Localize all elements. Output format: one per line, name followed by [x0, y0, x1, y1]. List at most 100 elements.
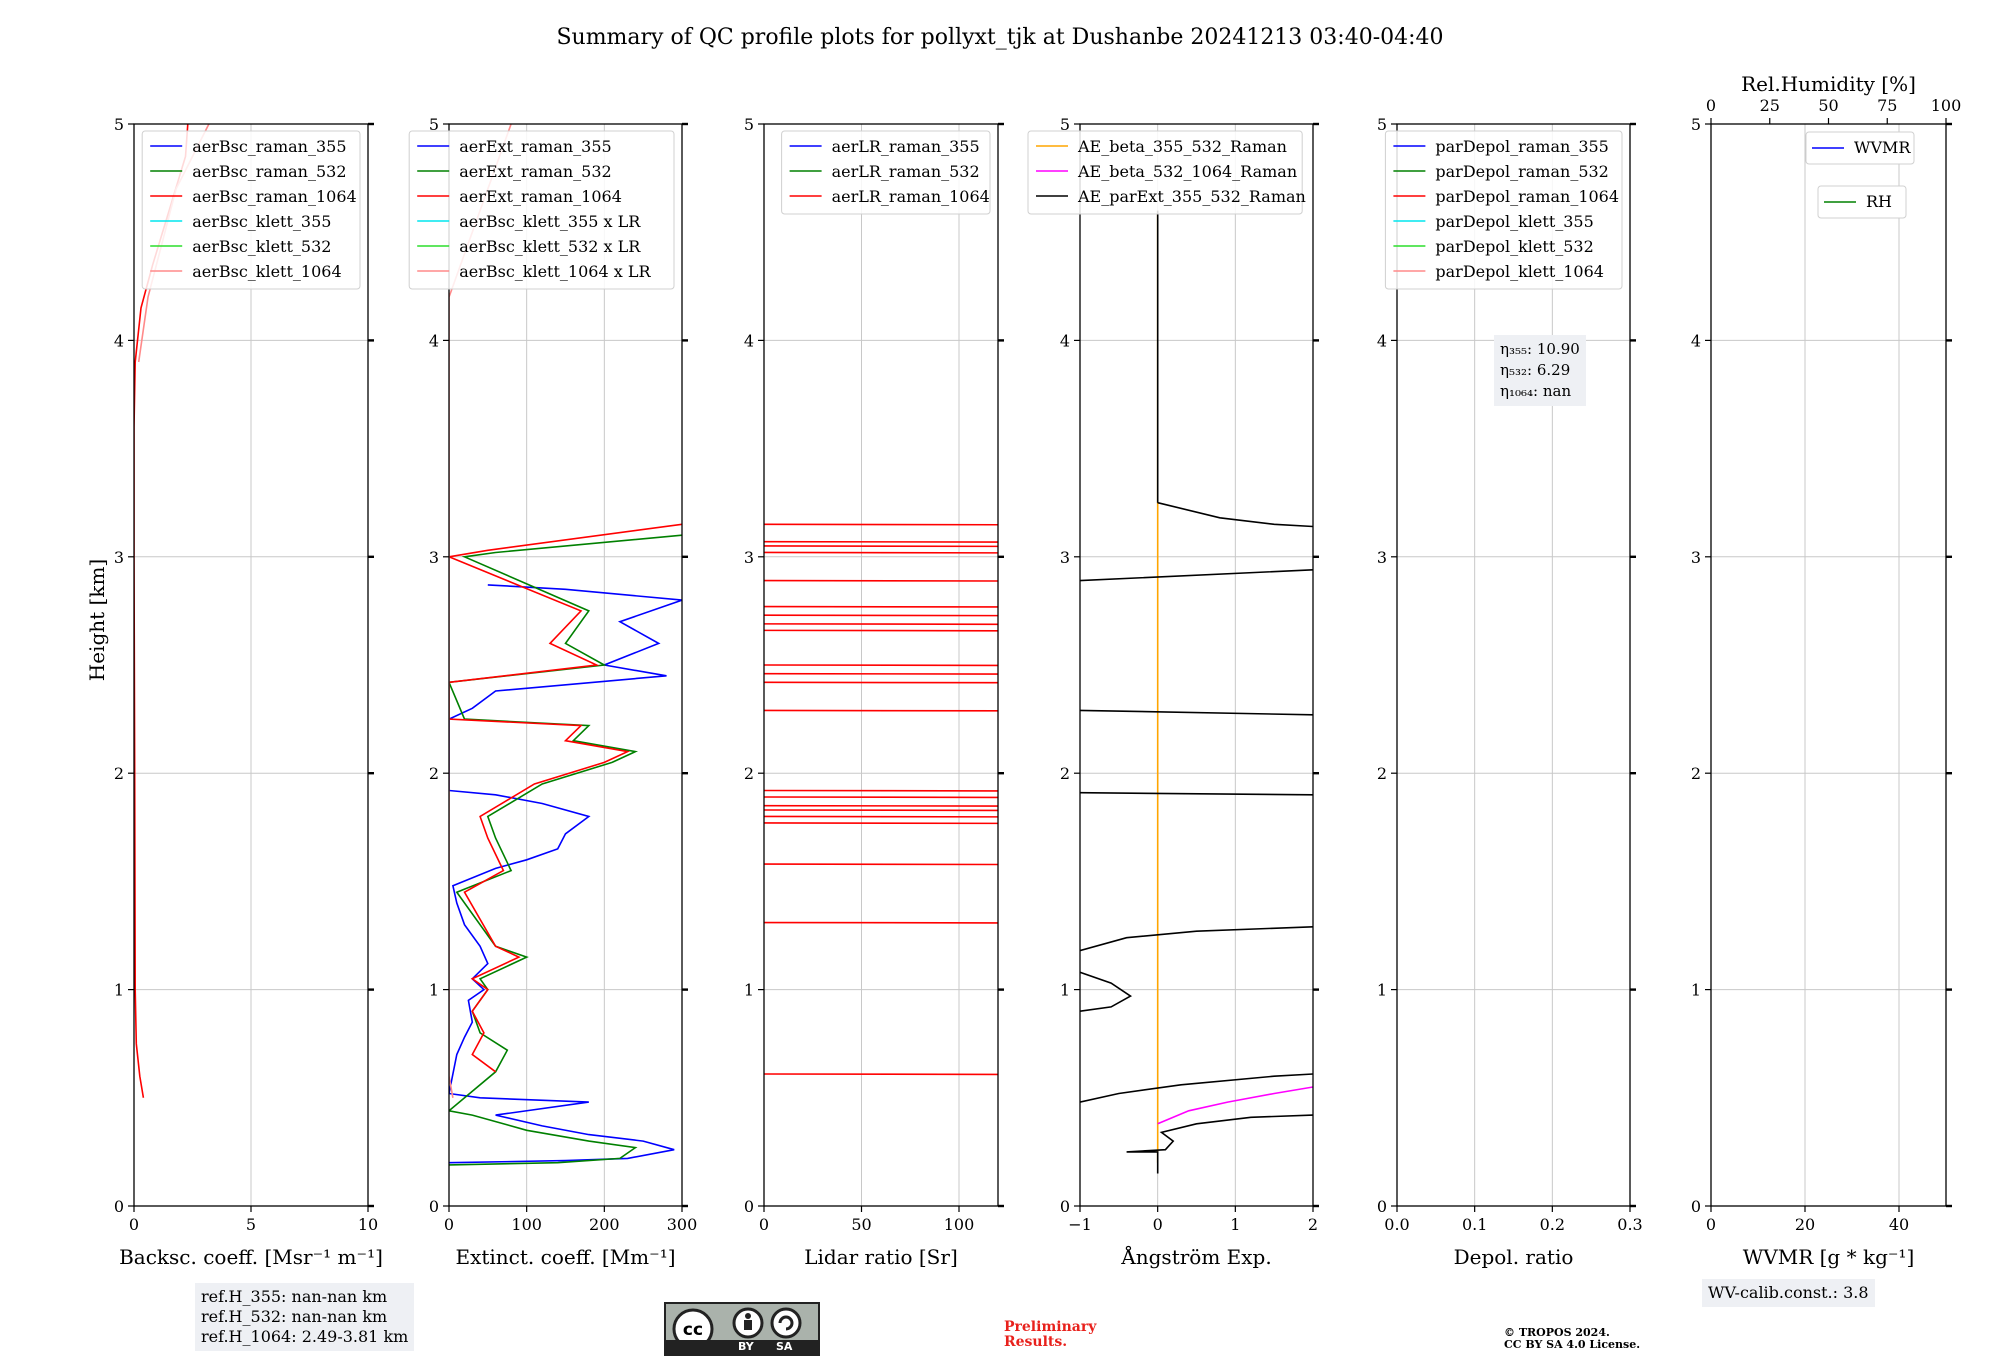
x-tick-label: 0 — [1153, 1215, 1163, 1234]
series-line — [449, 523, 682, 1073]
top-tick-label: 50 — [1818, 96, 1838, 115]
legend: aerBsc_raman_355 aerBsc_raman_532 aerBsc_r… — [141, 130, 361, 290]
legend-entry: aerBsc_klett_355 x LR — [459, 212, 641, 231]
x-tick-label: 0.3 — [1617, 1215, 1642, 1234]
sa-share-icon — [770, 1307, 802, 1339]
legend-entry: aerExt_raman_1064 — [459, 187, 622, 206]
series-line — [449, 584, 682, 1164]
x-tick-label: 0 — [759, 1215, 769, 1234]
y-tick-label: 0 — [1691, 1197, 1701, 1216]
x-tick-label: 0.2 — [1540, 1215, 1565, 1234]
legend-box — [781, 130, 991, 215]
x-tick-label: 50 — [851, 1215, 871, 1234]
x-axis-label: Backsc. coeff. [Msr⁻¹ m⁻¹] — [119, 1245, 383, 1269]
y-tick-label: 5 — [744, 115, 754, 134]
x-tick-label: 20 — [1795, 1215, 1815, 1234]
legend-entry: aerLR_raman_1064 — [832, 187, 990, 206]
y-tick-label: 4 — [1060, 331, 1070, 350]
legend-entry: aerBsc_klett_532 — [192, 237, 331, 256]
panel-frame — [1079, 123, 1314, 1207]
y-tick-label: 4 — [744, 331, 754, 350]
legend-box — [141, 130, 361, 290]
y-tick-label: 5 — [1377, 115, 1387, 134]
legend-entry: aerBsc_klett_355 — [192, 212, 331, 231]
legend: WVMR RH — [1805, 131, 1915, 219]
y-tick-label: 5 — [114, 115, 124, 134]
legend-entry: parDepol_klett_1064 — [1435, 262, 1604, 281]
x-tick-label: 300 — [667, 1215, 698, 1234]
copyright-note: © TROPOS 2024. CC BY SA 4.0 License. — [1504, 1327, 1640, 1351]
eta-355: η₃₅₅: 10.90 — [1500, 340, 1580, 358]
sa-arrow — [778, 1315, 794, 1331]
legend-entry: aerExt_raman_355 — [459, 137, 612, 156]
y-tick-label: 5 — [1691, 115, 1701, 134]
ref-height-1064: ref.H_1064: 2.49-3.81 km — [201, 1327, 409, 1346]
y-tick-label: 4 — [114, 331, 124, 350]
y-tick-label: 2 — [744, 764, 754, 783]
legend-entry: aerBsc_raman_355 — [192, 137, 346, 156]
y-tick-label: 2 — [1691, 764, 1701, 783]
x-axis-label: WVMR [g * kg⁻¹] — [1743, 1245, 1915, 1269]
y-tick-label: 3 — [744, 548, 754, 567]
y-tick-label: 0 — [744, 1197, 754, 1216]
legend-box — [1027, 130, 1303, 215]
legend-box — [1384, 130, 1623, 290]
panel-frame — [1710, 123, 1947, 1207]
x-tick-label: 100 — [511, 1215, 542, 1234]
copyright-line-1: © TROPOS 2024. — [1504, 1326, 1610, 1339]
by-person-head — [745, 1313, 751, 1319]
legend: aerExt_raman_355 aerExt_raman_532 aerExt_r… — [408, 130, 675, 290]
cc-sa-label: SA — [776, 1340, 793, 1353]
series-line — [1157, 1086, 1313, 1125]
top-tick-label: 25 — [1760, 96, 1780, 115]
y-tick-label: 1 — [114, 981, 124, 1000]
legend-box — [408, 130, 675, 290]
y-tick-label: 4 — [1377, 331, 1387, 350]
panel-frame — [763, 123, 999, 1207]
ref-height-355: ref.H_355: nan-nan km — [201, 1287, 388, 1306]
copyright-line-2: CC BY SA 4.0 License. — [1504, 1338, 1641, 1351]
x-tick-label: 100 — [944, 1215, 975, 1234]
series-line — [1080, 210, 1313, 1174]
panel-3: 0 50 100 Lidar ratio [Sr] 0 1 2 3 4 5 aerLR_raman_… — [744, 115, 1004, 1269]
legend-entry: parDepol_raman_355 — [1435, 137, 1608, 156]
legend-entry: AE_parExt_355_532_Raman — [1077, 187, 1306, 206]
x-tick-label: −1 — [1068, 1215, 1092, 1234]
legend-entry: aerBsc_raman_532 — [192, 162, 346, 181]
cc-license-logo: cc BY SA — [664, 1302, 820, 1356]
preliminary-line-2: Results. — [1004, 1334, 1068, 1350]
series-line — [449, 534, 682, 1166]
y-tick-label: 2 — [1377, 764, 1387, 783]
y-tick-label: 1 — [1691, 981, 1701, 1000]
y-tick-label: 0 — [1060, 1197, 1070, 1216]
x-tick-label: 5 — [246, 1215, 256, 1234]
y-tick-label: 3 — [114, 548, 124, 567]
x-tick-label: 0.0 — [1384, 1215, 1409, 1234]
legend-entry: parDepol_klett_532 — [1435, 237, 1593, 256]
x-tick-label: 1 — [1230, 1215, 1240, 1234]
x-tick-label: 0 — [1706, 1215, 1716, 1234]
ref-height-box: ref.H_355: nan-nan km ref.H_532: nan-nan… — [195, 1283, 415, 1351]
preliminary-results-note: Preliminary Results. — [1004, 1320, 1096, 1350]
legend-entry: parDepol_klett_355 — [1435, 212, 1593, 231]
cc-mark: cc — [683, 1320, 703, 1340]
y-tick-label: 5 — [429, 115, 439, 134]
legend-entry: parDepol_raman_532 — [1435, 162, 1608, 181]
y-tick-label: 1 — [429, 981, 439, 1000]
y-tick-label: 0 — [1377, 1197, 1387, 1216]
legend-entry: AE_beta_355_532_Raman — [1077, 137, 1287, 156]
top-tick-label: 75 — [1877, 96, 1897, 115]
y-tick-label: 1 — [1377, 981, 1387, 1000]
cc-icons: cc — [672, 1307, 802, 1342]
top-axis-label: Rel.Humidity [%] — [1741, 72, 1916, 96]
legend-box — [1805, 131, 1915, 165]
legend-entry: aerExt_raman_532 — [459, 162, 612, 181]
x-tick-label: 10 — [358, 1215, 378, 1234]
legend-entry: RH — [1866, 192, 1892, 211]
x-tick-label: 40 — [1889, 1215, 1909, 1234]
wv-calib-box: WV-calib.const.: 3.8 — [1702, 1279, 1875, 1307]
